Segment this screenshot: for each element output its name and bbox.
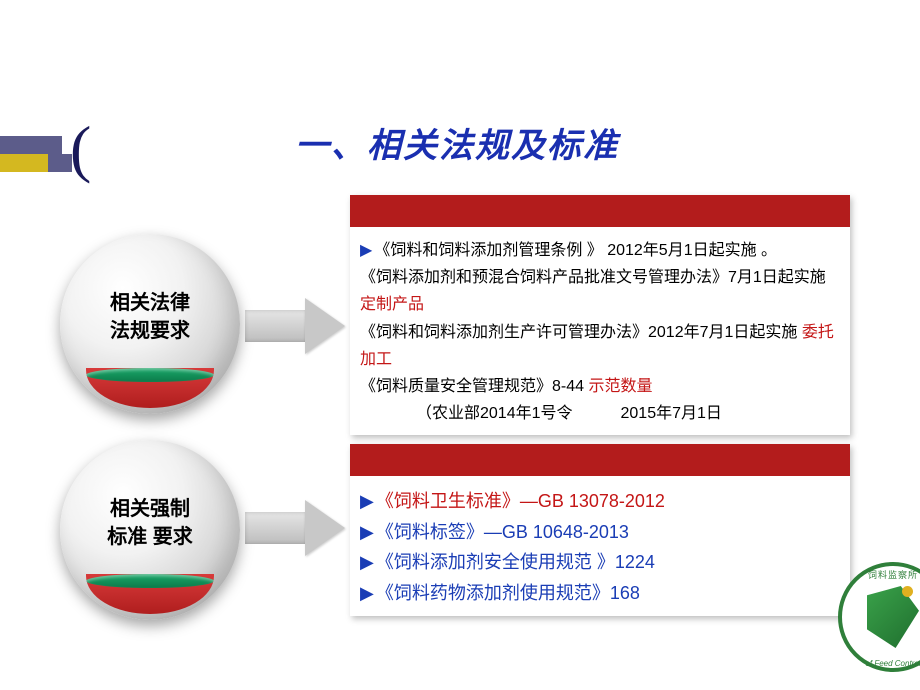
panel-header	[350, 444, 850, 476]
sphere-label: 相关强制标准 要求	[107, 495, 193, 551]
decorative-bar	[48, 154, 72, 172]
panel-line: ▶《饲料药物添加剂使用规范》168	[360, 578, 844, 609]
sphere-1: 相关法律法规要求	[60, 234, 240, 414]
arrow-1	[245, 298, 345, 354]
panel-line: 《饲料添加剂和预混合饲料产品批准文号管理办法》7月1日起实施 定制产品	[360, 264, 844, 318]
decorative-paren: (	[70, 112, 91, 186]
decorative-bar	[0, 154, 48, 172]
logo-top-text: 饲料监察所	[868, 568, 918, 581]
sphere-label: 相关法律法规要求	[110, 289, 190, 345]
panel-header	[350, 195, 850, 227]
sphere-bowl	[86, 574, 214, 614]
institute-logo: 饲料监察所 of Feed Control	[838, 562, 920, 672]
logo-bottom-text: of Feed Control	[865, 659, 920, 668]
panel-line: （农业部2014年1号令 2015年7月1日	[360, 400, 844, 427]
panel-line: 《饲料和饲料添加剂生产许可管理办法》2012年7月1日起实施 委托加工	[360, 319, 844, 373]
panel-line: ▶《饲料卫生标准》—GB 13078-2012	[360, 486, 844, 517]
sphere-bowl	[86, 368, 214, 408]
panel-standards: ▶《饲料卫生标准》—GB 13078-2012 ▶《饲料标签》—GB 10648…	[350, 444, 850, 616]
panel-line: 《饲料质量安全管理规范》8-44 示范数量	[360, 373, 844, 400]
panel-line: ▶《饲料标签》—GB 10648-2013	[360, 517, 844, 548]
decorative-bar	[0, 136, 62, 154]
page-title: 一、相关法规及标准	[295, 118, 619, 167]
arrow-2	[245, 500, 345, 556]
panel-line: ▶《饲料和饲料添加剂管理条例 》 2012年5月1日起实施 。	[360, 237, 844, 264]
sphere-2: 相关强制标准 要求	[60, 440, 240, 620]
panel-line: ▶《饲料添加剂安全使用规范 》1224	[360, 547, 844, 578]
panel-laws: ▶《饲料和饲料添加剂管理条例 》 2012年5月1日起实施 。 《饲料添加剂和预…	[350, 195, 850, 435]
